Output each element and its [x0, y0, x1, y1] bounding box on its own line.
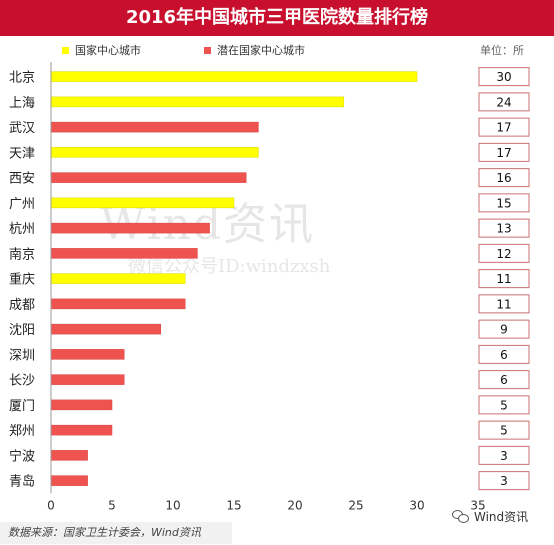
x-tick-label: 0	[47, 498, 55, 512]
value-box	[478, 117, 530, 137]
category-label: 成都	[9, 298, 35, 313]
category-label: 沈阳	[9, 323, 35, 338]
value-box	[478, 243, 530, 263]
value-label: 3	[500, 474, 508, 488]
value-box	[478, 471, 530, 491]
value-label: 17	[496, 146, 511, 160]
x-tick-label: 5	[108, 498, 116, 512]
value-box	[478, 344, 530, 364]
legend-label-potential: 潜在国家中心城市	[217, 44, 305, 57]
category-label: 天津	[9, 146, 35, 161]
bar	[50, 222, 210, 234]
value-label: 15	[496, 196, 511, 210]
legend-item-potential: 潜在国家中心城市	[204, 42, 305, 58]
value-box	[478, 319, 530, 339]
legend-swatch-red	[204, 46, 211, 54]
value-label: 11	[496, 272, 511, 286]
bar	[50, 399, 113, 411]
value-box	[478, 92, 530, 112]
bar	[50, 147, 259, 158]
value-label: 24	[496, 95, 511, 109]
bar	[50, 349, 125, 360]
wind-brand: Wind资讯	[452, 508, 528, 525]
bar	[50, 121, 259, 133]
wechat-icon	[452, 509, 470, 524]
value-label: 5	[500, 398, 508, 412]
category-label: 青岛	[9, 474, 35, 490]
value-label: 13	[496, 222, 511, 236]
x-tick-label: 30	[409, 498, 424, 512]
data-source-note: 数据来源：国家卫生计委会，Wind资讯	[0, 522, 232, 544]
category-label: 上海	[9, 96, 35, 111]
value-box	[478, 193, 530, 213]
value-label: 3	[500, 449, 508, 463]
value-label: 5	[500, 424, 508, 438]
bar	[50, 450, 88, 461]
chart-title: 2016年中国城市三甲医院数量排行榜	[0, 0, 554, 36]
category-label: 南京	[9, 246, 35, 262]
category-label: 长沙	[9, 374, 35, 389]
value-label: 11	[496, 297, 511, 311]
bar	[50, 172, 247, 183]
value-box	[478, 269, 530, 289]
category-label: 杭州	[9, 222, 35, 237]
value-label: 30	[496, 70, 511, 84]
value-label: 17	[496, 121, 511, 135]
category-label: 西安	[9, 172, 35, 187]
value-box	[478, 67, 530, 87]
value-label: 6	[500, 348, 508, 362]
bar	[50, 71, 418, 82]
bar	[50, 475, 88, 486]
bar	[50, 248, 198, 259]
bar	[50, 273, 186, 284]
bar	[50, 374, 125, 385]
legend-item-national: 国家中心城市	[62, 42, 141, 58]
x-tick-label: 35	[470, 498, 485, 512]
bar	[50, 197, 235, 209]
value-box	[478, 168, 530, 188]
category-label: 广州	[9, 197, 35, 212]
legend-label-national: 国家中心城市	[75, 44, 141, 57]
bar	[50, 323, 162, 335]
bar	[50, 298, 186, 310]
x-tick-label: 10	[165, 498, 180, 512]
category-label: 郑州	[9, 424, 35, 439]
value-box	[478, 395, 530, 415]
bar	[50, 96, 345, 108]
bar	[50, 424, 113, 436]
x-tick-label: 25	[348, 498, 363, 512]
value-label: 16	[496, 171, 511, 185]
value-box	[478, 420, 530, 440]
value-box	[478, 370, 530, 390]
value-box	[478, 142, 530, 162]
value-box	[478, 218, 530, 238]
unit-label: 单位：所	[480, 44, 524, 57]
x-tick-label: 20	[287, 498, 302, 512]
category-label: 武汉	[9, 121, 35, 136]
category-label: 深圳	[9, 348, 35, 363]
x-tick-label: 15	[226, 498, 241, 512]
category-label: 宁波	[9, 448, 35, 464]
value-label: 12	[496, 247, 511, 261]
category-label: 北京	[9, 71, 35, 86]
category-label: 厦门	[9, 399, 35, 414]
brand-label: Wind资讯	[474, 510, 529, 524]
value-label: 9	[500, 323, 508, 337]
value-label: 6	[500, 373, 508, 387]
legend-swatch-yellow	[62, 46, 69, 54]
value-box	[478, 445, 530, 465]
category-label: 重庆	[9, 272, 35, 288]
value-box	[478, 294, 530, 314]
